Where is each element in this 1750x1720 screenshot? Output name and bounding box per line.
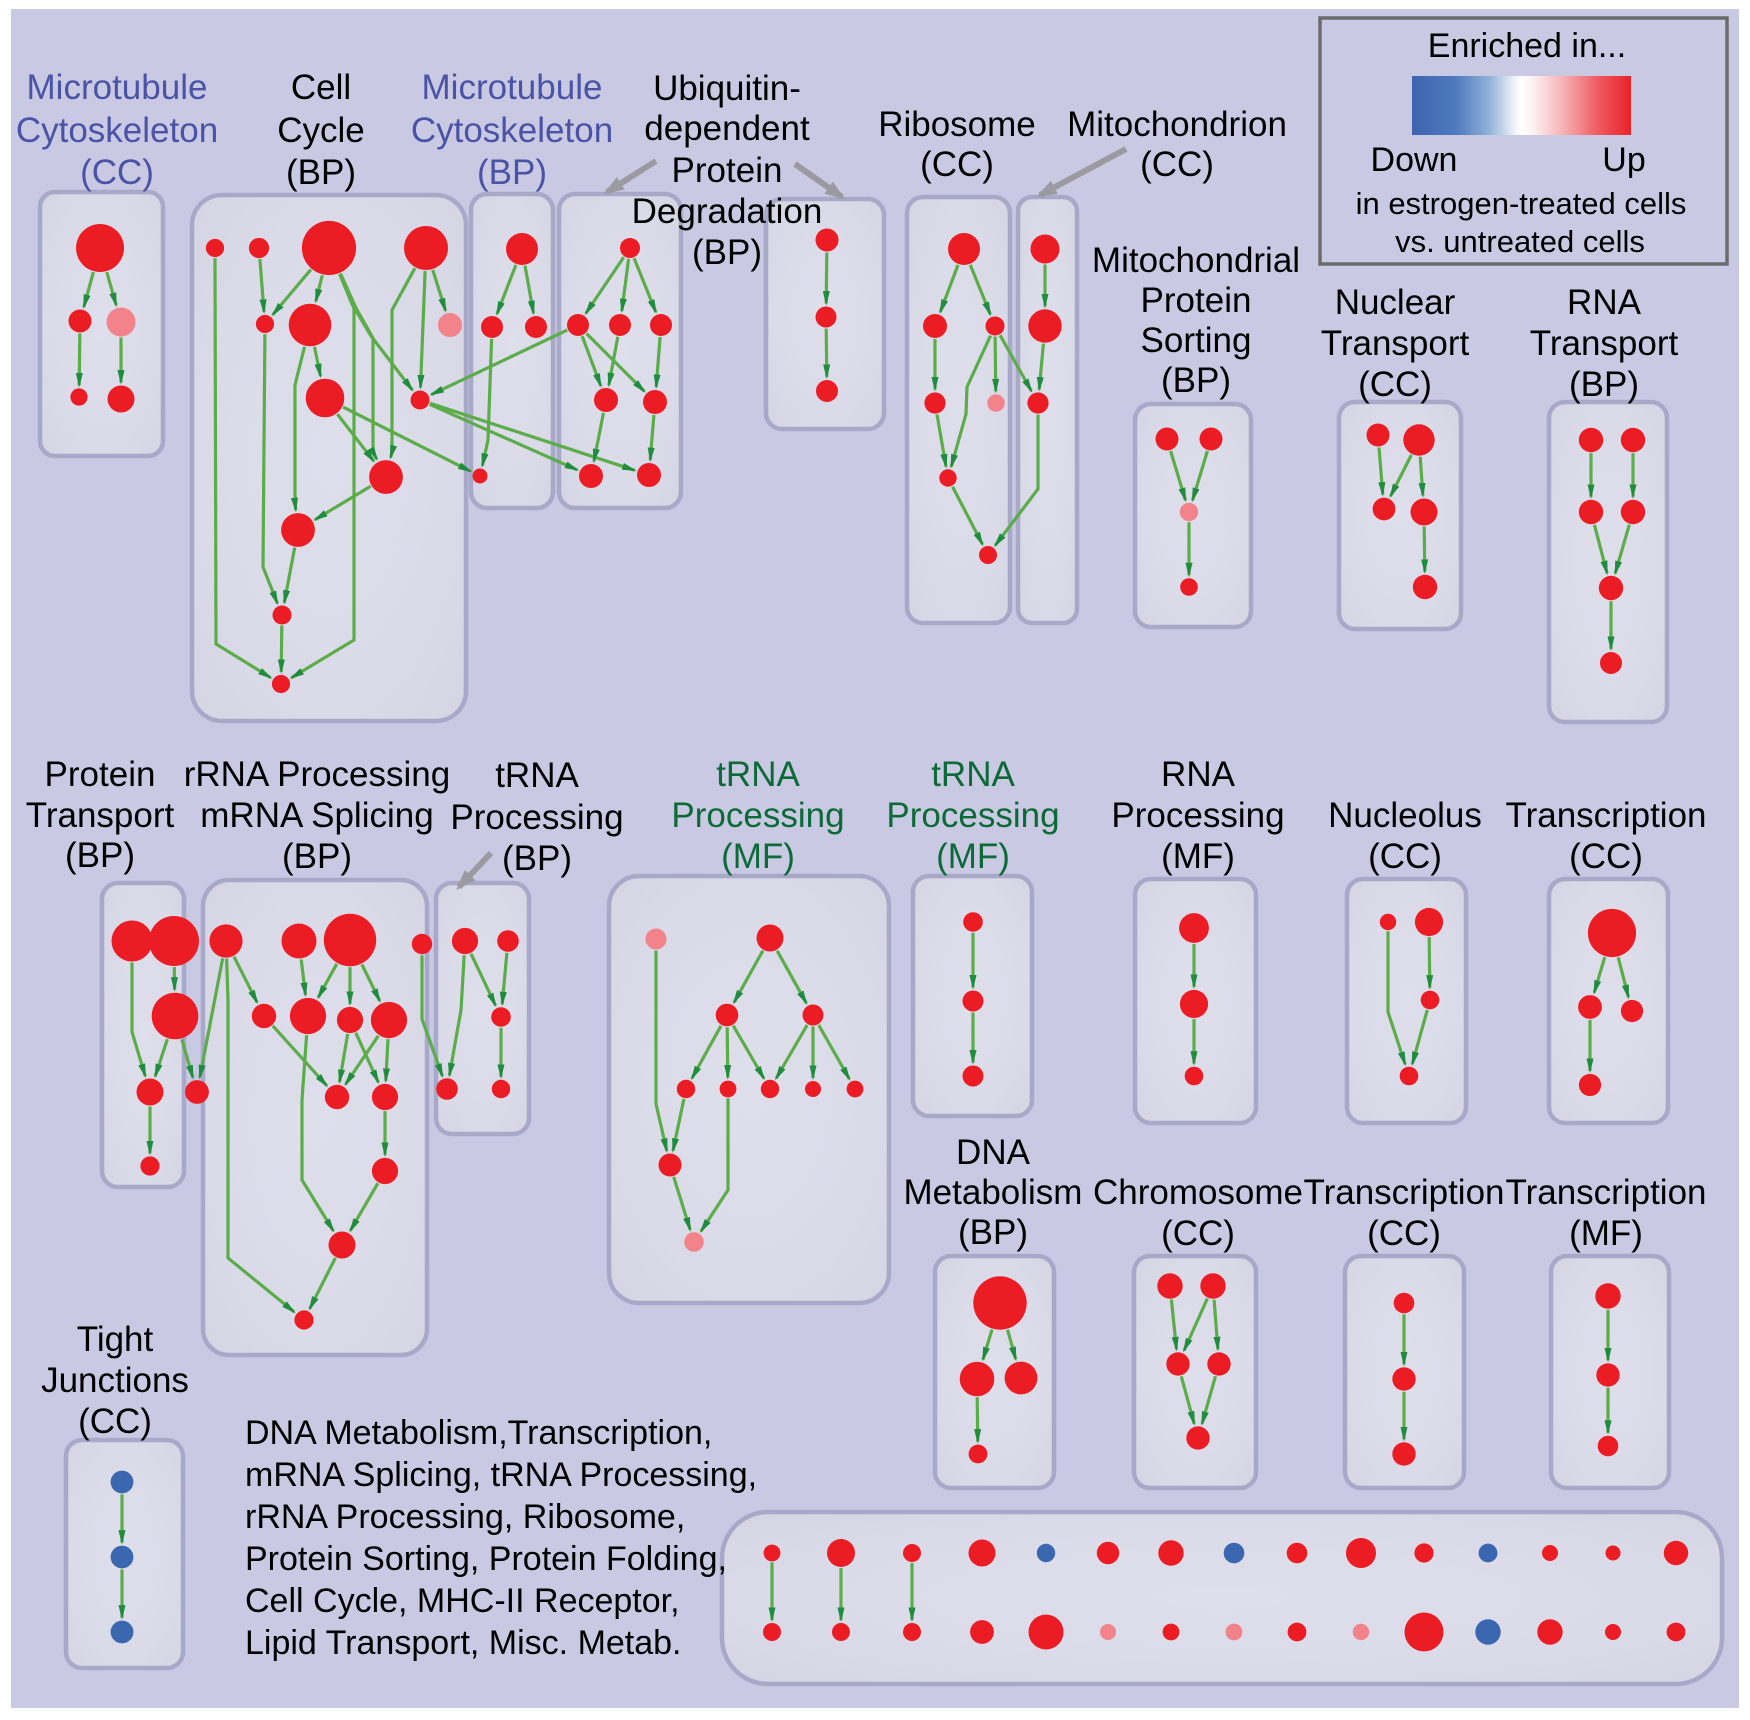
svg-text:Transport: Transport <box>26 796 175 835</box>
svg-text:Microtubule: Microtubule <box>27 68 208 107</box>
svg-text:Metabolism: Metabolism <box>904 1173 1083 1212</box>
svg-text:Ribosome: Ribosome <box>878 105 1036 144</box>
svg-text:Mitochondrial: Mitochondrial <box>1092 241 1300 280</box>
svg-text:Transcription: Transcription <box>1506 1173 1707 1212</box>
svg-text:Enriched in...: Enriched in... <box>1428 27 1626 65</box>
svg-text:Microtubule: Microtubule <box>422 68 603 107</box>
svg-text:Cell: Cell <box>291 68 351 107</box>
svg-text:Processing: Processing <box>671 796 844 835</box>
svg-text:Tight: Tight <box>77 1320 154 1359</box>
svg-text:(CC): (CC) <box>1140 145 1214 184</box>
svg-text:tRNA: tRNA <box>716 755 800 794</box>
svg-text:Transport: Transport <box>1321 324 1470 363</box>
svg-text:RNA: RNA <box>1567 283 1642 322</box>
svg-text:(CC): (CC) <box>1569 837 1643 876</box>
svg-text:rRNA Processing: rRNA Processing <box>184 755 450 794</box>
svg-text:Mitochondrion: Mitochondrion <box>1067 105 1287 144</box>
svg-text:Cell Cycle, MHC-II Receptor,: Cell Cycle, MHC-II Receptor, <box>245 1582 680 1620</box>
svg-text:Transcription: Transcription <box>1304 1173 1505 1212</box>
svg-text:Up: Up <box>1602 141 1645 179</box>
svg-text:Processing: Processing <box>1111 796 1284 835</box>
svg-text:Chromosome: Chromosome <box>1093 1173 1303 1212</box>
svg-text:(BP): (BP) <box>692 233 762 272</box>
svg-text:(CC): (CC) <box>1161 1214 1235 1253</box>
svg-text:in estrogen-treated cells: in estrogen-treated cells <box>1356 186 1687 221</box>
svg-text:Transcription: Transcription <box>1506 796 1707 835</box>
svg-text:rRNA Processing, Ribosome,: rRNA Processing, Ribosome, <box>245 1498 685 1536</box>
svg-text:(CC): (CC) <box>80 153 154 192</box>
svg-text:Sorting: Sorting <box>1141 321 1252 360</box>
svg-text:RNA: RNA <box>1161 755 1236 794</box>
svg-text:(CC): (CC) <box>78 1402 152 1441</box>
svg-text:(BP): (BP) <box>477 153 547 192</box>
svg-text:Protein Sorting, Protein Foldi: Protein Sorting, Protein Folding, <box>245 1540 727 1578</box>
svg-text:(BP): (BP) <box>286 153 356 192</box>
svg-text:vs. untreated cells: vs. untreated cells <box>1395 224 1645 259</box>
svg-text:Protein: Protein <box>45 755 156 794</box>
svg-text:(BP): (BP) <box>1569 365 1639 404</box>
svg-text:Down: Down <box>1371 141 1458 179</box>
svg-text:(MF): (MF) <box>1161 837 1235 876</box>
svg-text:mRNA Splicing, tRNA Processing: mRNA Splicing, tRNA Processing, <box>245 1456 757 1494</box>
svg-text:(MF): (MF) <box>721 837 795 876</box>
svg-text:(CC): (CC) <box>1368 837 1442 876</box>
svg-text:Protein: Protein <box>672 151 783 190</box>
svg-text:tRNA: tRNA <box>495 756 579 795</box>
svg-text:Transport: Transport <box>1530 324 1679 363</box>
svg-text:Protein: Protein <box>1141 281 1252 320</box>
svg-text:(BP): (BP) <box>1161 361 1231 400</box>
svg-text:Cytoskeleton: Cytoskeleton <box>411 111 613 150</box>
svg-text:Nuclear: Nuclear <box>1335 283 1456 322</box>
svg-text:(BP): (BP) <box>502 839 572 878</box>
svg-text:(MF): (MF) <box>936 837 1010 876</box>
svg-text:dependent: dependent <box>644 109 810 148</box>
svg-text:Ubiquitin-: Ubiquitin- <box>653 69 801 108</box>
svg-text:Cycle: Cycle <box>277 111 365 150</box>
svg-text:(CC): (CC) <box>920 145 994 184</box>
svg-text:DNA Metabolism,Transcription,: DNA Metabolism,Transcription, <box>245 1414 712 1452</box>
svg-text:(BP): (BP) <box>958 1213 1028 1252</box>
svg-text:mRNA Splicing: mRNA Splicing <box>200 796 433 835</box>
svg-text:Nucleolus: Nucleolus <box>1328 796 1482 835</box>
svg-text:Lipid Transport, Misc. Metab.: Lipid Transport, Misc. Metab. <box>245 1624 682 1662</box>
svg-text:(BP): (BP) <box>65 836 135 875</box>
svg-text:Junctions: Junctions <box>41 1361 189 1400</box>
svg-text:Cytoskeleton: Cytoskeleton <box>16 111 218 150</box>
svg-text:tRNA: tRNA <box>931 755 1015 794</box>
svg-text:(CC): (CC) <box>1358 365 1432 404</box>
svg-text:(BP): (BP) <box>282 837 352 876</box>
svg-text:Processing: Processing <box>450 798 623 837</box>
svg-text:Processing: Processing <box>886 796 1059 835</box>
svg-text:DNA: DNA <box>956 1133 1031 1172</box>
svg-text:(CC): (CC) <box>1367 1214 1441 1253</box>
svg-text:Degradation: Degradation <box>632 192 823 231</box>
svg-text:(MF): (MF) <box>1569 1214 1643 1253</box>
